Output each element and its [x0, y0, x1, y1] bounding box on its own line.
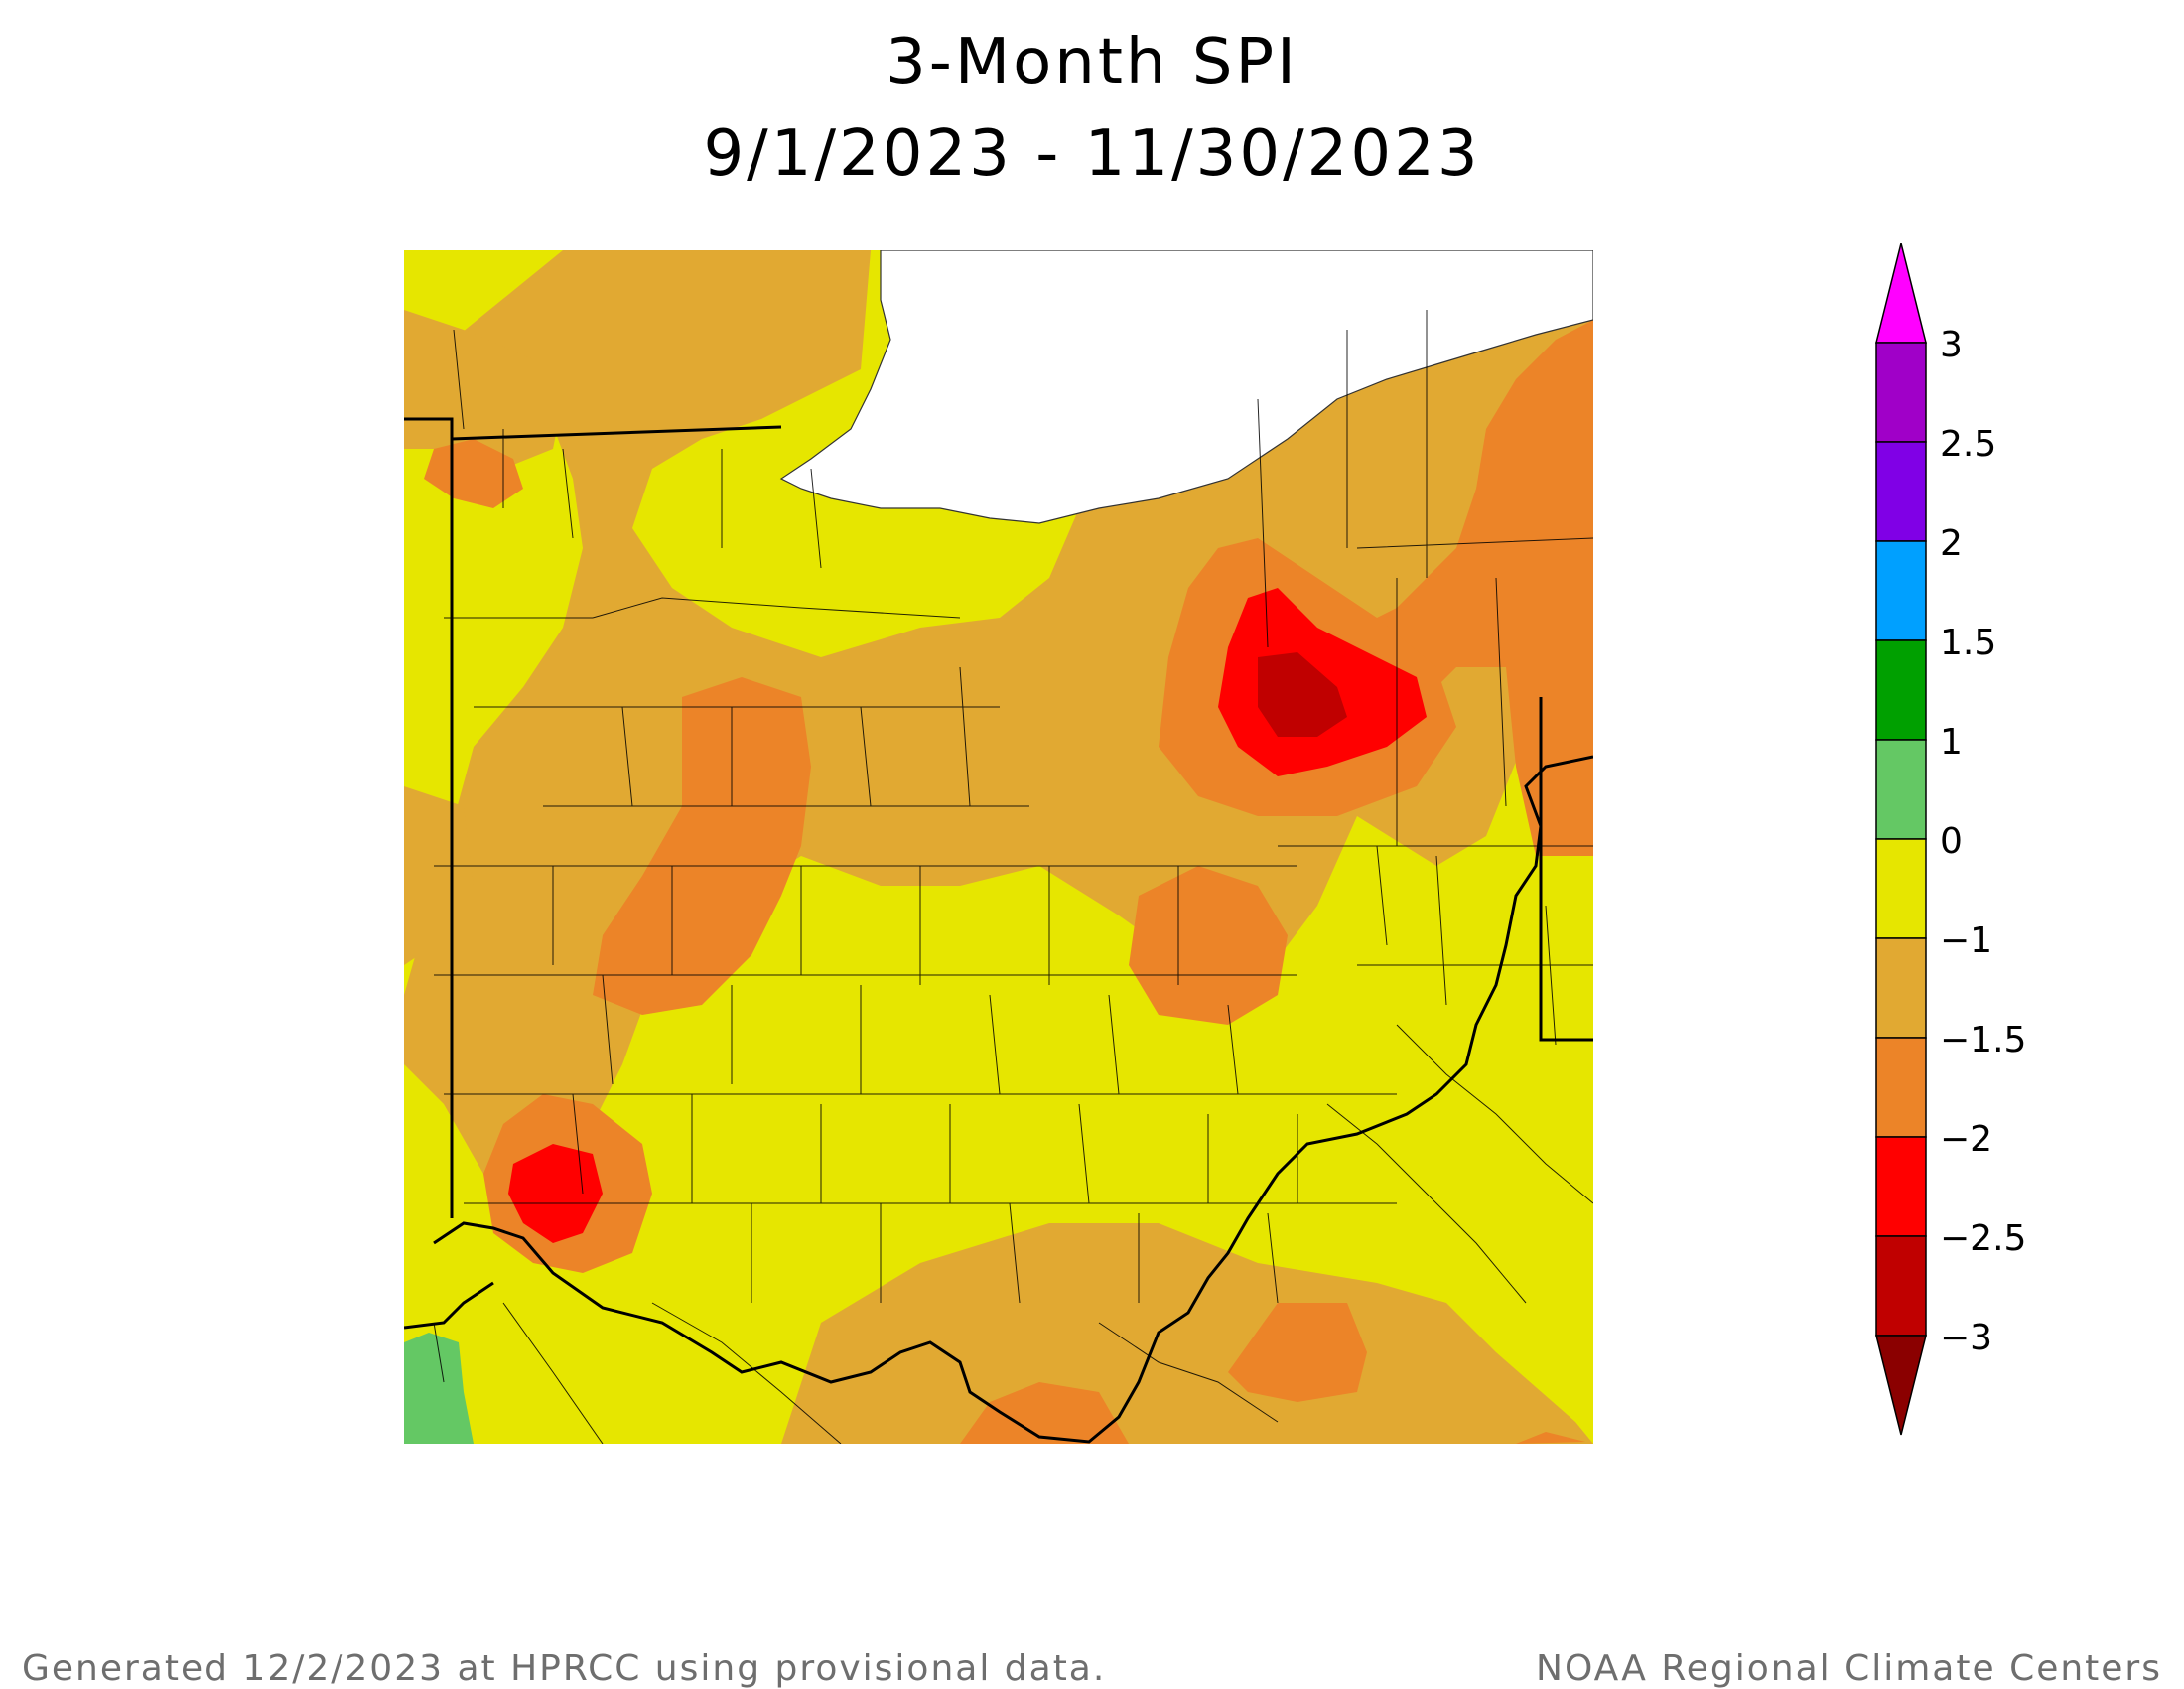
colorbar-bin [1875, 441, 1927, 542]
tan-region-southeast [781, 1223, 1593, 1444]
orange-region-northwest-blob [424, 439, 523, 508]
orange-region-southeast-edge [1516, 1432, 1585, 1444]
colorbar-tick-label: −1 [1940, 920, 1992, 961]
colorbar-bin [1875, 739, 1927, 840]
colorbar-bin [1875, 937, 1927, 1039]
footer-organization: NOAA Regional Climate Centers [1536, 1648, 2162, 1689]
colorbar-bin [1875, 342, 1927, 443]
colorbar-bin [1875, 838, 1927, 939]
colorbar-tick-label: 2.5 [1940, 424, 1996, 465]
colorbar-bin [1875, 639, 1927, 741]
colorbar-tick-label: −3 [1940, 1318, 1992, 1358]
tan-region-northwest [404, 250, 1593, 1203]
colorbar-bin [1875, 1235, 1927, 1337]
lake-erie [779, 250, 1593, 524]
colorbar-tick-label: −2.5 [1940, 1218, 2026, 1259]
footer-generated-note: Generated 12/2/2023 at HPRCC using provi… [22, 1648, 1107, 1689]
green-region-southwest-corner [404, 1333, 474, 1444]
colorbar-bottom-arrow [1875, 1335, 1927, 1436]
colorbar-tick-label: −1.5 [1940, 1020, 2026, 1060]
tan-region-upper-left [404, 310, 563, 469]
orange-region-central-east [1129, 866, 1288, 1025]
spi-map [404, 250, 1593, 1444]
colorbar-bin [1875, 1037, 1927, 1138]
colorbar-bin [1875, 540, 1927, 641]
colorbar-bin [1875, 1136, 1927, 1237]
county-boundaries [433, 310, 1593, 1444]
tan-region-west-edge [404, 786, 474, 965]
colorbar-tick-label: 1 [1940, 722, 1963, 763]
darkred-region-northeast [1258, 652, 1347, 737]
red-region-southwest [508, 1144, 603, 1243]
orange-region-south-lobe1 [960, 1382, 1129, 1444]
colorbar-tick-label: 3 [1940, 325, 1963, 365]
orange-region-south-lobe2 [1228, 1303, 1367, 1402]
colorbar-legend: 3 2.5 2 1.5 1 0 −1 −1.5 −2 −2.5 −3 [1875, 243, 2026, 1436]
orange-region-central-west [593, 677, 811, 1015]
colorbar-tick-label: −2 [1940, 1119, 1992, 1160]
colorbar-tick-label: 1.5 [1940, 623, 1996, 663]
map-title: 3-Month SPI [886, 26, 1298, 99]
colorbar-tick-label: 2 [1940, 523, 1963, 564]
colorbar-tick-label: 0 [1940, 821, 1963, 862]
state-boundaries [404, 417, 1593, 1444]
map-date-range: 9/1/2023 - 11/30/2023 [703, 117, 1481, 191]
colorbar-top-arrow [1875, 243, 1927, 344]
